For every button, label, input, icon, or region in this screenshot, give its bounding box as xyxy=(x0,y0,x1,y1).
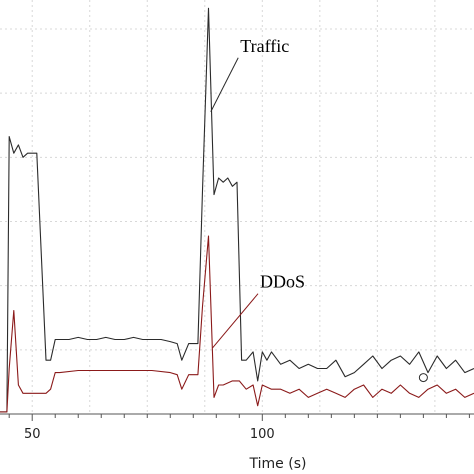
x-tick-label: 50 xyxy=(24,427,41,442)
annotation-label-ddos: DDoS xyxy=(260,272,305,292)
annotation-leader-ddos xyxy=(212,293,259,349)
x-tick-label: 100 xyxy=(250,427,275,442)
tick-labels: 50 100 xyxy=(24,427,275,442)
annotations: Traffic DDoS xyxy=(210,36,428,383)
data-point-marker xyxy=(418,373,428,383)
series-lines xyxy=(0,7,474,413)
series-line-traffic xyxy=(0,7,474,413)
annotation-label-traffic: Traffic xyxy=(240,36,289,56)
grid xyxy=(0,0,474,415)
series-line-ddos xyxy=(0,235,474,413)
annotation-leader-traffic xyxy=(210,57,239,113)
axes xyxy=(0,413,474,421)
x-axis-label: Time (s) xyxy=(249,456,307,472)
